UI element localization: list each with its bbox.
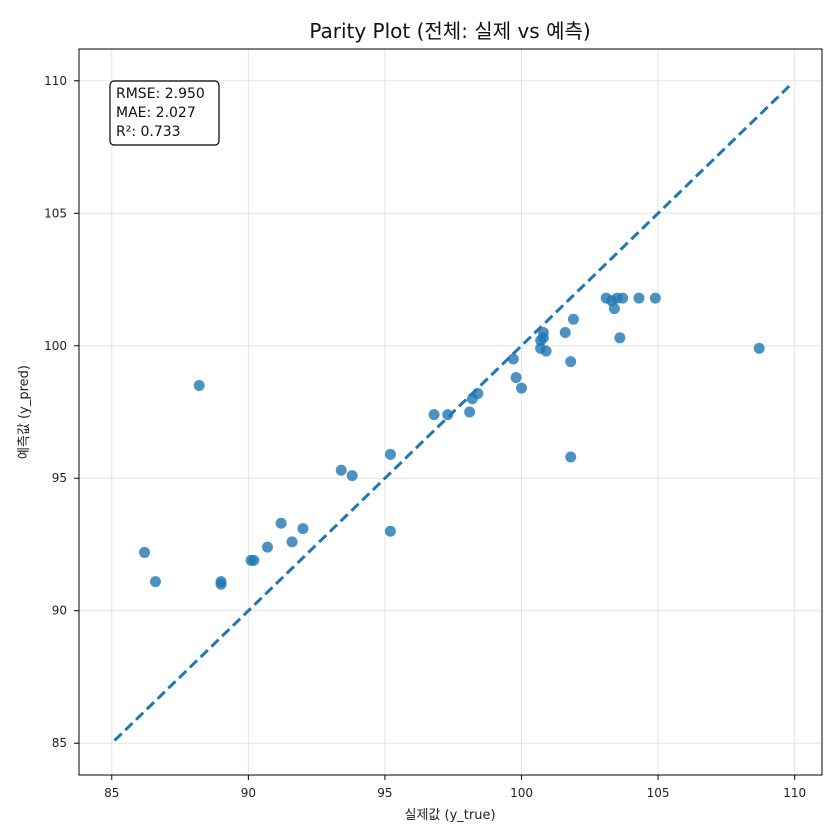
stats-mae: MAE: 2.027 [116,105,196,121]
data-point [472,387,484,399]
data-point [384,448,396,460]
x-axis-label: 실제값 (y_true) [404,808,495,823]
y-axis-label: 예측값 (y_pred) [17,365,32,459]
data-point [507,353,519,365]
stats-box: RMSE: 2.950 MAE: 2.027 R²: 0.733 [109,80,220,146]
data-point [537,327,549,339]
y-tick-label: 105 [44,206,67,220]
data-point [540,345,552,357]
stats-r2: R²: 0.733 [116,124,181,140]
stats-box-frame [109,80,220,146]
x-tick-label: 85 [104,786,119,800]
y-axis-ticks: 85 90 95 100 105 110 [44,74,79,750]
data-point [297,523,309,535]
x-tick-label: 90 [241,786,256,800]
plot-frame [78,48,823,776]
data-point [139,546,151,558]
data-point [464,406,476,418]
x-tick-label: 110 [783,786,806,800]
data-point [335,464,347,476]
reference-line [113,82,793,742]
data-point [384,525,396,537]
x-tick-label: 100 [510,786,533,800]
data-point [753,342,765,354]
x-tick-label: 95 [377,786,392,800]
x-axis-ticks: 85 90 95 100 105 110 [104,775,806,800]
data-point [428,409,440,421]
data-point [567,313,579,325]
data-point [565,451,577,463]
y-tick-label: 95 [52,471,67,485]
reference-line-group [113,82,793,742]
y-tick-label: 100 [44,339,67,353]
data-point [559,327,571,339]
data-points [139,292,765,590]
data-point [565,356,577,368]
data-point [442,409,454,421]
data-point [617,292,629,304]
chart-title: Parity Plot (전체: 실제 vs 예측) [309,19,590,43]
data-point [649,292,661,304]
data-point [261,541,273,553]
data-point [215,578,227,590]
data-point [193,380,205,392]
y-tick-label: 90 [52,604,67,618]
stats-rmse: RMSE: 2.950 [116,86,205,102]
y-tick-label: 85 [52,736,67,750]
data-point [286,536,298,548]
data-point [149,576,161,588]
data-point [248,554,260,566]
x-tick-label: 105 [647,786,670,800]
data-point [275,517,287,529]
data-point [633,292,645,304]
data-point [608,303,620,315]
y-tick-label: 110 [44,74,67,88]
data-point [346,470,358,482]
data-point [510,372,522,384]
data-point [516,382,528,394]
data-point [614,332,626,344]
